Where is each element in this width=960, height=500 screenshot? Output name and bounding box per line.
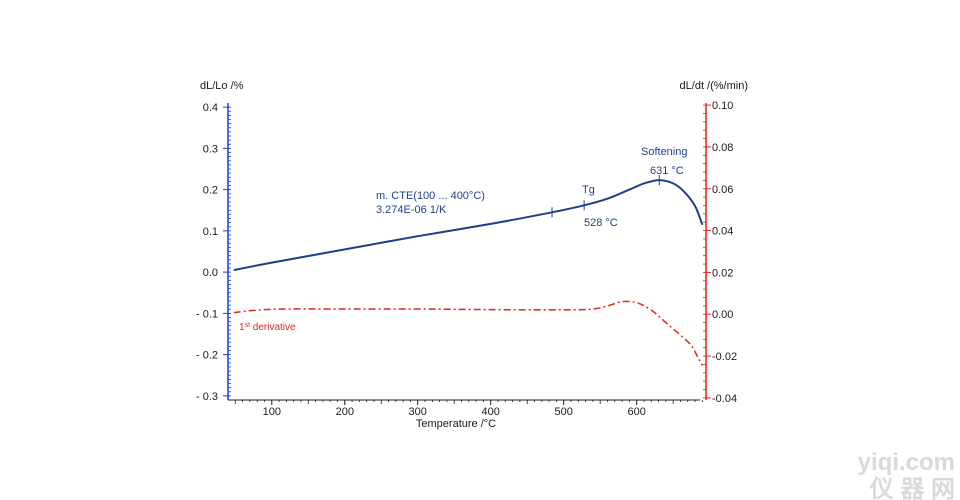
x-axis-title: Temperature /°C — [416, 418, 496, 430]
y-left-tick-label: 0.1 — [203, 226, 218, 238]
derivative-label-base: 1 — [239, 322, 245, 333]
y-right-tick-label: 0.02 — [712, 267, 733, 279]
y-right-tick-label: 0.00 — [712, 309, 733, 321]
y-left-tick-label: - 0.3 — [196, 391, 218, 403]
y-left-tick-label: 0.0 — [203, 267, 218, 279]
x-tick-label: 600 — [627, 406, 645, 418]
tg-label: Tg — [582, 184, 595, 196]
tg-value: 528 °C — [584, 217, 618, 229]
y-right-tick-label: 0.06 — [712, 184, 733, 196]
y-left-tick-label: 0.2 — [203, 185, 218, 197]
derivative-label-sup: st — [245, 322, 251, 329]
x-tick-label: 200 — [336, 406, 354, 418]
softening-label: Softening — [641, 146, 687, 158]
x-tick-label: 500 — [555, 406, 573, 418]
cte-annotation-line1: m. CTE(100 ... 400°C) — [376, 190, 485, 202]
x-tick-label: 100 — [263, 406, 281, 418]
y-axis-title-left: dL/Lo /% — [200, 80, 244, 92]
y-right-tick-label: 0.10 — [712, 100, 733, 112]
series-line-derivative — [233, 300, 704, 366]
series-line-expansion — [233, 179, 704, 272]
y-right-tick-label: -0.04 — [712, 393, 737, 405]
y-axis-title-right: dL/dt /(%/min) — [680, 80, 748, 92]
watermark-sub: 仪 器 网 — [869, 476, 955, 500]
derivative-label: 1st derivative — [239, 322, 296, 334]
watermark-logo: yiqi.com — [858, 449, 955, 476]
derivative-label-rest: derivative — [250, 322, 296, 333]
y-right-tick-label: 0.04 — [712, 226, 733, 238]
x-tick-label: 400 — [482, 406, 500, 418]
softening-value: 631 °C — [650, 165, 684, 177]
y-left-tick-label: 0.3 — [203, 143, 218, 155]
y-left-tick-label: - 0.2 — [196, 350, 218, 362]
x-tick-label: 300 — [409, 406, 427, 418]
y-left-tick-label: - 0.1 — [196, 308, 218, 320]
y-right-tick-label: 0.08 — [712, 142, 733, 154]
y-right-tick-label: -0.02 — [712, 351, 737, 363]
y-left-tick-label: 0.4 — [203, 102, 218, 114]
cte-annotation-line2: 3.274E-06 1/K — [376, 204, 447, 216]
